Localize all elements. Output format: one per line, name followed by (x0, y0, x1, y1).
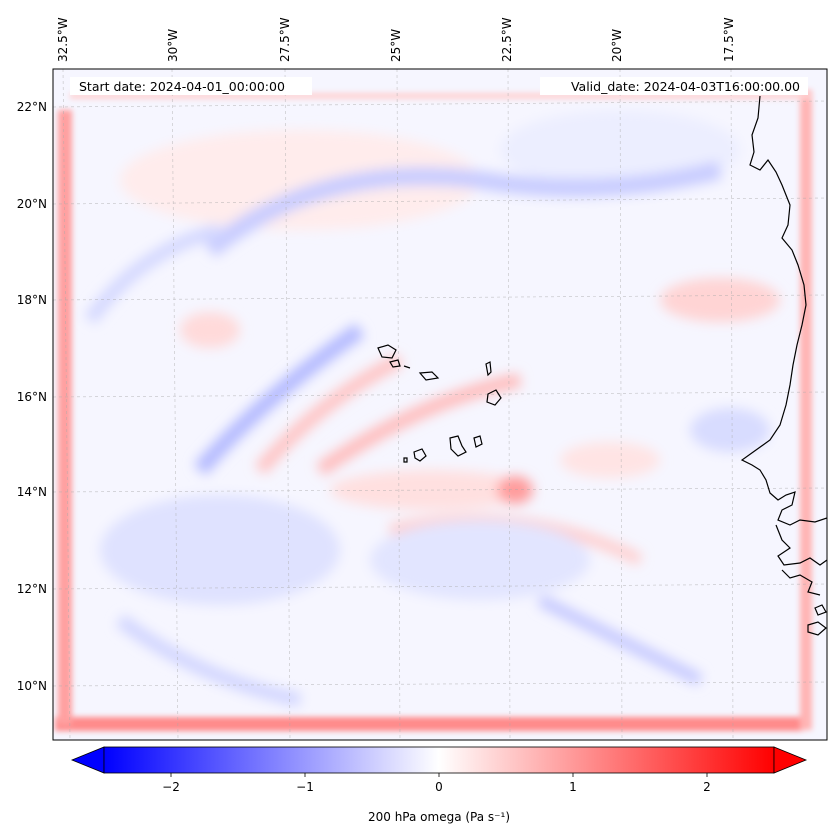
start-date-box (70, 77, 312, 95)
boundary-frame (55, 90, 812, 731)
lon-label-17-5w: 17.5°W (722, 17, 736, 62)
colorbar-extend-low (70, 746, 105, 774)
lat-label-22n: 22°N (17, 100, 47, 114)
map-panel: Start date: 2024-04-01_00:00:00 Valid_da… (53, 69, 827, 740)
coastline (740, 95, 827, 636)
colorbar-tick-label: −1 (296, 780, 314, 794)
valid-date-label: Valid_date: 2024-04-03T16:00:00.00 (571, 79, 800, 94)
cape-verde-islands (377, 344, 502, 463)
lat-label-12n: 12°N (17, 582, 47, 596)
lat-label-16n: 16°N (17, 390, 47, 404)
longitude-labels: 32.5°W 30°W 27.5°W 25°W 22.5°W 20°W 17.5… (56, 17, 736, 62)
colorbar-title: 200 hPa omega (Pa s⁻¹) (368, 810, 510, 824)
colorbar: −2 −1 0 1 2 200 hPa omega (Pa s⁻¹) (70, 746, 808, 824)
omega-field (84, 110, 780, 707)
colorbar-ticks: −2 −1 0 1 2 (162, 773, 711, 794)
lon-label-25w: 25°W (389, 29, 403, 62)
lat-label-14n: 14°N (17, 485, 47, 499)
lon-label-20w: 20°W (610, 29, 624, 62)
colorbar-tick-label: 1 (569, 780, 577, 794)
latitude-labels: 22°N 20°N 18°N 16°N 14°N 12°N 10°N (17, 100, 47, 693)
lat-label-10n: 10°N (17, 679, 47, 693)
lon-label-30w: 30°W (166, 29, 180, 62)
lon-label-32-5w: 32.5°W (56, 17, 70, 62)
lon-label-27-5w: 27.5°W (278, 17, 292, 62)
colorbar-tick-label: −2 (162, 780, 180, 794)
colorbar-tick-label: 2 (703, 780, 711, 794)
lon-label-22-5w: 22.5°W (500, 17, 514, 62)
colorbar-body (103, 746, 775, 774)
lat-label-20n: 20°N (17, 197, 47, 211)
start-date-label: Start date: 2024-04-01_00:00:00 (79, 79, 285, 94)
map-border (52, 68, 828, 741)
valid-date-box (540, 77, 808, 95)
gridlines (53, 69, 827, 740)
colorbar-extend-high (773, 746, 808, 774)
lat-label-18n: 18°N (17, 293, 47, 307)
colorbar-tick-label: 0 (435, 780, 443, 794)
